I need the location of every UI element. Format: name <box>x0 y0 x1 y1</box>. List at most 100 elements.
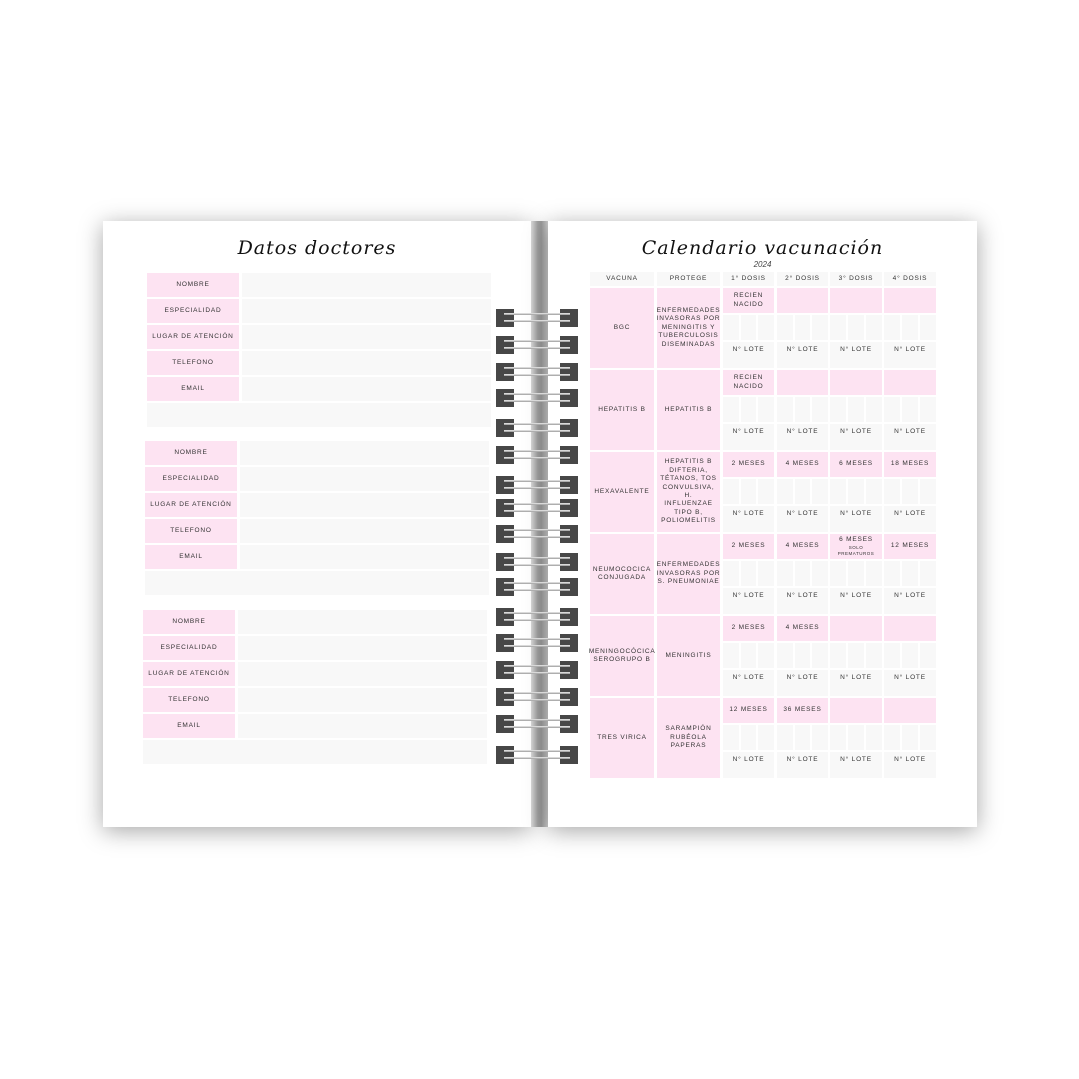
date-input[interactable] <box>758 315 774 340</box>
lote-input[interactable]: N° LOTE <box>777 752 828 778</box>
lote-input[interactable]: N° LOTE <box>830 342 882 368</box>
date-input[interactable] <box>794 643 811 668</box>
date-input[interactable] <box>902 725 918 750</box>
date-input[interactable] <box>920 561 936 586</box>
lote-input[interactable]: N° LOTE <box>884 506 936 532</box>
lote-input[interactable]: N° LOTE <box>884 670 936 696</box>
field-input[interactable] <box>238 714 487 738</box>
date-input[interactable] <box>794 315 811 340</box>
lote-input[interactable]: N° LOTE <box>777 670 828 696</box>
date-input[interactable] <box>902 561 918 586</box>
date-input[interactable] <box>830 397 846 422</box>
lote-input[interactable]: N° LOTE <box>777 342 828 368</box>
field-input[interactable] <box>240 441 489 465</box>
date-input[interactable] <box>723 315 739 340</box>
date-input[interactable] <box>866 725 882 750</box>
date-input[interactable] <box>812 479 828 504</box>
date-input[interactable] <box>848 643 864 668</box>
date-input[interactable] <box>902 643 918 668</box>
date-input[interactable] <box>777 561 793 586</box>
field-input[interactable] <box>242 299 491 323</box>
date-input[interactable] <box>758 643 774 668</box>
date-input[interactable] <box>848 561 864 586</box>
date-input[interactable] <box>812 397 828 422</box>
lote-input[interactable]: N° LOTE <box>723 752 774 778</box>
field-input[interactable] <box>242 351 491 375</box>
lote-input[interactable]: N° LOTE <box>777 588 828 614</box>
date-input[interactable] <box>740 397 757 422</box>
date-input[interactable] <box>794 479 811 504</box>
date-input[interactable] <box>830 315 846 340</box>
lote-input[interactable]: N° LOTE <box>777 506 828 532</box>
field-input[interactable] <box>240 545 489 569</box>
date-input[interactable] <box>920 725 936 750</box>
field-input[interactable] <box>238 688 487 712</box>
date-input[interactable] <box>758 397 774 422</box>
lote-input[interactable]: N° LOTE <box>884 588 936 614</box>
date-input[interactable] <box>812 725 828 750</box>
date-input[interactable] <box>902 479 918 504</box>
lote-input[interactable]: N° LOTE <box>830 752 882 778</box>
lote-input[interactable]: N° LOTE <box>723 424 774 450</box>
notes-field-input[interactable] <box>143 740 487 764</box>
date-input[interactable] <box>866 561 882 586</box>
date-input[interactable] <box>740 725 757 750</box>
lote-input[interactable]: N° LOTE <box>723 342 774 368</box>
date-input[interactable] <box>740 479 757 504</box>
field-input[interactable] <box>238 636 487 660</box>
field-input[interactable] <box>242 273 491 297</box>
date-input[interactable] <box>758 725 774 750</box>
date-input[interactable] <box>866 479 882 504</box>
date-input[interactable] <box>794 561 811 586</box>
field-input[interactable] <box>238 610 487 634</box>
field-input[interactable] <box>240 519 489 543</box>
field-input[interactable] <box>240 493 489 517</box>
date-input[interactable] <box>830 643 846 668</box>
field-input[interactable] <box>240 467 489 491</box>
date-input[interactable] <box>777 315 793 340</box>
date-input[interactable] <box>920 643 936 668</box>
lote-input[interactable]: N° LOTE <box>830 670 882 696</box>
date-input[interactable] <box>794 725 811 750</box>
date-input[interactable] <box>920 315 936 340</box>
date-input[interactable] <box>777 397 793 422</box>
field-input[interactable] <box>242 377 491 401</box>
lote-input[interactable]: N° LOTE <box>723 588 774 614</box>
date-input[interactable] <box>884 397 900 422</box>
date-input[interactable] <box>812 315 828 340</box>
notes-field-input[interactable] <box>145 571 489 595</box>
date-input[interactable] <box>794 397 811 422</box>
date-input[interactable] <box>866 643 882 668</box>
date-input[interactable] <box>848 479 864 504</box>
lote-input[interactable]: N° LOTE <box>777 424 828 450</box>
date-input[interactable] <box>777 725 793 750</box>
lote-input[interactable]: N° LOTE <box>884 424 936 450</box>
field-input[interactable] <box>238 662 487 686</box>
date-input[interactable] <box>723 643 739 668</box>
date-input[interactable] <box>758 479 774 504</box>
date-input[interactable] <box>884 561 900 586</box>
lote-input[interactable]: N° LOTE <box>830 424 882 450</box>
date-input[interactable] <box>848 397 864 422</box>
lote-input[interactable]: N° LOTE <box>830 506 882 532</box>
date-input[interactable] <box>866 315 882 340</box>
date-input[interactable] <box>723 397 739 422</box>
lote-input[interactable]: N° LOTE <box>723 506 774 532</box>
date-input[interactable] <box>830 479 846 504</box>
date-input[interactable] <box>812 643 828 668</box>
date-input[interactable] <box>884 315 900 340</box>
date-input[interactable] <box>777 479 793 504</box>
date-input[interactable] <box>866 397 882 422</box>
date-input[interactable] <box>812 561 828 586</box>
date-input[interactable] <box>758 561 774 586</box>
date-input[interactable] <box>920 479 936 504</box>
date-input[interactable] <box>902 315 918 340</box>
date-input[interactable] <box>723 561 739 586</box>
date-input[interactable] <box>902 397 918 422</box>
lote-input[interactable]: N° LOTE <box>723 670 774 696</box>
date-input[interactable] <box>830 561 846 586</box>
notes-field-input[interactable] <box>147 403 491 427</box>
lote-input[interactable]: N° LOTE <box>830 588 882 614</box>
date-input[interactable] <box>830 725 846 750</box>
date-input[interactable] <box>884 643 900 668</box>
